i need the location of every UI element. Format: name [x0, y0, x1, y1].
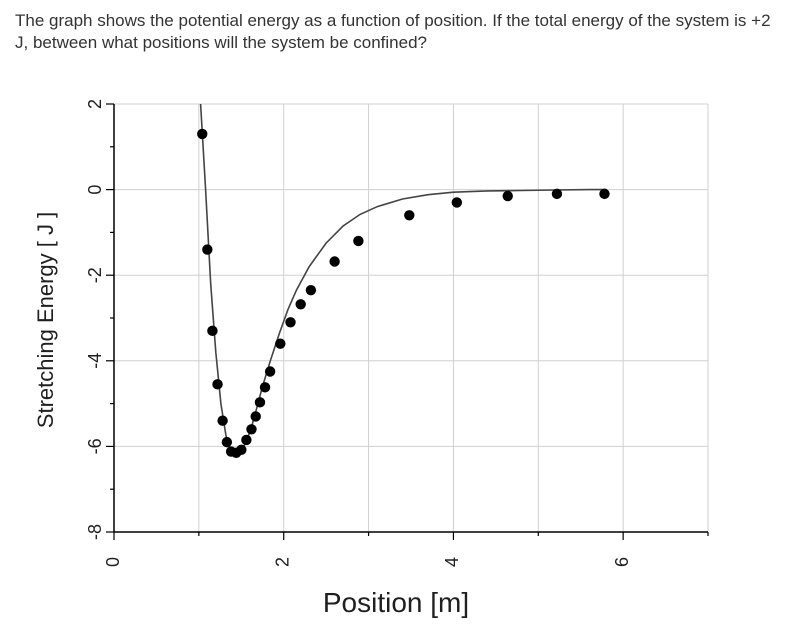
- fit-curve-line: [199, 103, 607, 456]
- data-point: [305, 284, 317, 296]
- y-tick-label: -6: [85, 438, 105, 454]
- question-text: The graph shows the potential energy as …: [15, 11, 771, 52]
- y-axis-label: Stretching Energy [ J ]: [33, 212, 58, 428]
- grid-lines: [114, 103, 709, 532]
- data-point: [246, 424, 257, 435]
- y-tick-label: -8: [85, 524, 105, 540]
- x-axis-label: Position [m]: [323, 587, 469, 618]
- data-point: [451, 197, 463, 208]
- y-tick-label: 2: [85, 99, 105, 109]
- x-tick-label: 6: [612, 557, 632, 567]
- data-point: [197, 128, 208, 140]
- data-point: [275, 338, 286, 349]
- axes: [106, 103, 709, 540]
- x-tick-label: 0: [103, 557, 123, 567]
- data-point: [236, 444, 247, 456]
- y-tick-label: -2: [85, 267, 105, 283]
- data-point: [202, 244, 213, 255]
- data-point: [599, 188, 610, 200]
- data-point: [254, 397, 266, 408]
- tick-labels: -8 -6 -4 -2 0 2 0 2 4 6: [85, 99, 632, 567]
- data-point: [329, 256, 340, 267]
- data-point: [207, 325, 218, 337]
- data-point: [212, 379, 223, 390]
- x-tick-label: 2: [272, 557, 292, 567]
- data-point: [502, 190, 513, 202]
- data-points-layer: [197, 128, 610, 459]
- fit-curve-layer: [199, 103, 607, 456]
- data-point: [353, 235, 364, 247]
- data-point: [551, 188, 563, 200]
- x-tick-label: 4: [442, 557, 462, 567]
- data-point: [404, 210, 415, 221]
- data-point: [221, 436, 233, 448]
- data-point: [241, 434, 252, 446]
- data-point: [259, 382, 271, 393]
- data-point: [250, 411, 261, 422]
- data-point: [264, 366, 276, 377]
- data-point: [285, 317, 296, 328]
- y-tick-label: 0: [85, 185, 105, 195]
- data-point: [295, 299, 306, 310]
- y-tick-label: -4: [85, 353, 105, 369]
- data-point: [217, 415, 228, 426]
